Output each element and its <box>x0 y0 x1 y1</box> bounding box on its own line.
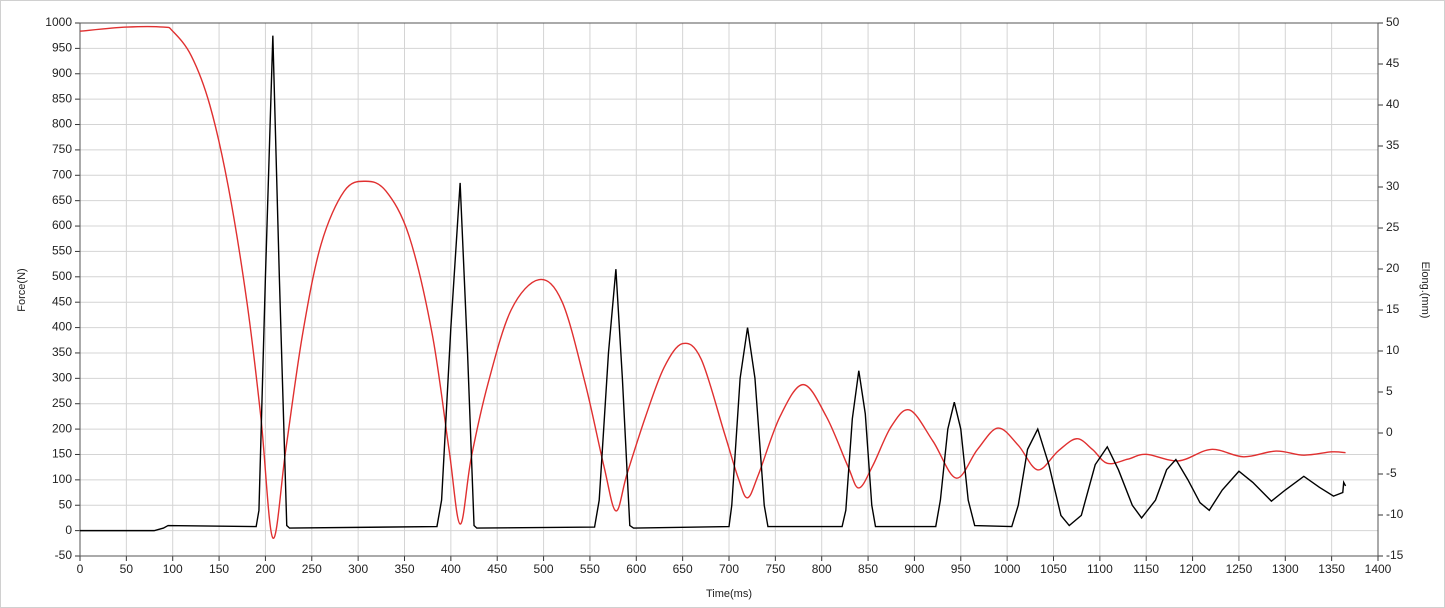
y2-tick-label: 10 <box>1386 343 1400 357</box>
x-tick-label: 1350 <box>1318 562 1345 576</box>
y-tick-label: 950 <box>52 41 72 55</box>
x-tick-label: 550 <box>580 562 600 576</box>
y-tick-label: -50 <box>55 548 73 562</box>
y2-tick-label: 35 <box>1386 138 1400 152</box>
y-tick-label: 300 <box>52 371 72 385</box>
x-tick-label: 700 <box>719 562 739 576</box>
y-tick-label: 150 <box>52 447 72 461</box>
x-tick-label: 650 <box>673 562 693 576</box>
x-tick-label: 250 <box>302 562 322 576</box>
x-tick-label: 1300 <box>1272 562 1299 576</box>
x-tick-label: 500 <box>534 562 554 576</box>
y2-tick-label: 25 <box>1386 220 1400 234</box>
x-tick-label: 450 <box>487 562 507 576</box>
y-tick-label: 850 <box>52 91 72 105</box>
x-tick-label: 300 <box>348 562 368 576</box>
y2-tick-label: 15 <box>1386 302 1400 316</box>
x-tick-label: 50 <box>120 562 134 576</box>
y-tick-label: 350 <box>52 345 72 359</box>
x-tick-label: 900 <box>904 562 924 576</box>
x-tick-label: 1200 <box>1179 562 1206 576</box>
x-tick-label: 950 <box>951 562 971 576</box>
x-axis-title: Time(ms) <box>706 588 752 600</box>
y2-tick-label: -10 <box>1386 507 1404 521</box>
y2-tick-label: 20 <box>1386 261 1400 275</box>
x-tick-label: 1100 <box>1087 562 1113 576</box>
y-tick-label: 1000 <box>45 15 72 29</box>
x-tick-label: 1250 <box>1226 562 1253 576</box>
x-tick-label: 750 <box>765 562 785 576</box>
y-tick-label: 400 <box>52 320 72 334</box>
y2-tick-label: 45 <box>1386 56 1400 70</box>
x-tick-label: 0 <box>77 562 84 576</box>
y-tick-label: 450 <box>52 294 72 308</box>
y2-tick-label: -15 <box>1386 548 1404 562</box>
x-tick-label: 150 <box>209 562 229 576</box>
y-tick-label: 500 <box>52 269 72 283</box>
x-tick-label: 400 <box>441 562 461 576</box>
plot-frame <box>79 22 1379 557</box>
y-tick-label: 650 <box>52 193 72 207</box>
y-tick-label: 800 <box>52 117 72 131</box>
y-tick-label: 900 <box>52 66 72 80</box>
series-line <box>79 25 1346 539</box>
y-tick-label: 550 <box>52 244 72 258</box>
y-tick-label: 250 <box>52 396 72 410</box>
series-line <box>80 35 1347 532</box>
x-tick-label: 100 <box>163 562 183 576</box>
y-axis-title: Force(N) <box>16 268 28 311</box>
y-tick-label: 100 <box>52 472 72 486</box>
y-tick-label: 700 <box>52 167 72 181</box>
x-tick-label: 800 <box>812 562 832 576</box>
y2-tick-label: 40 <box>1386 97 1400 111</box>
x-tick-label: 1150 <box>1133 562 1159 576</box>
y2-tick-label: -5 <box>1386 466 1397 480</box>
y-tick-label: 600 <box>52 218 72 232</box>
x-tick-label: 1000 <box>994 562 1021 576</box>
y-tick-label: 0 <box>65 523 72 537</box>
y-tick-label: 200 <box>52 421 72 435</box>
y2-tick-label: 5 <box>1386 384 1393 398</box>
x-tick-label: 600 <box>626 562 646 576</box>
x-tick-label: 850 <box>858 562 878 576</box>
y2-axis-title: Elong.(mm) <box>1419 262 1431 319</box>
x-tick-label: 200 <box>255 562 275 576</box>
y2-tick-label: 50 <box>1386 15 1400 29</box>
x-tick-label: 350 <box>394 562 414 576</box>
y2-tick-label: 0 <box>1386 425 1393 439</box>
x-tick-label: 1400 <box>1365 562 1392 576</box>
y-tick-label: 50 <box>59 497 73 511</box>
y2-tick-label: 30 <box>1386 179 1400 193</box>
x-tick-label: 1050 <box>1040 562 1067 576</box>
y-tick-label: 750 <box>52 142 72 156</box>
